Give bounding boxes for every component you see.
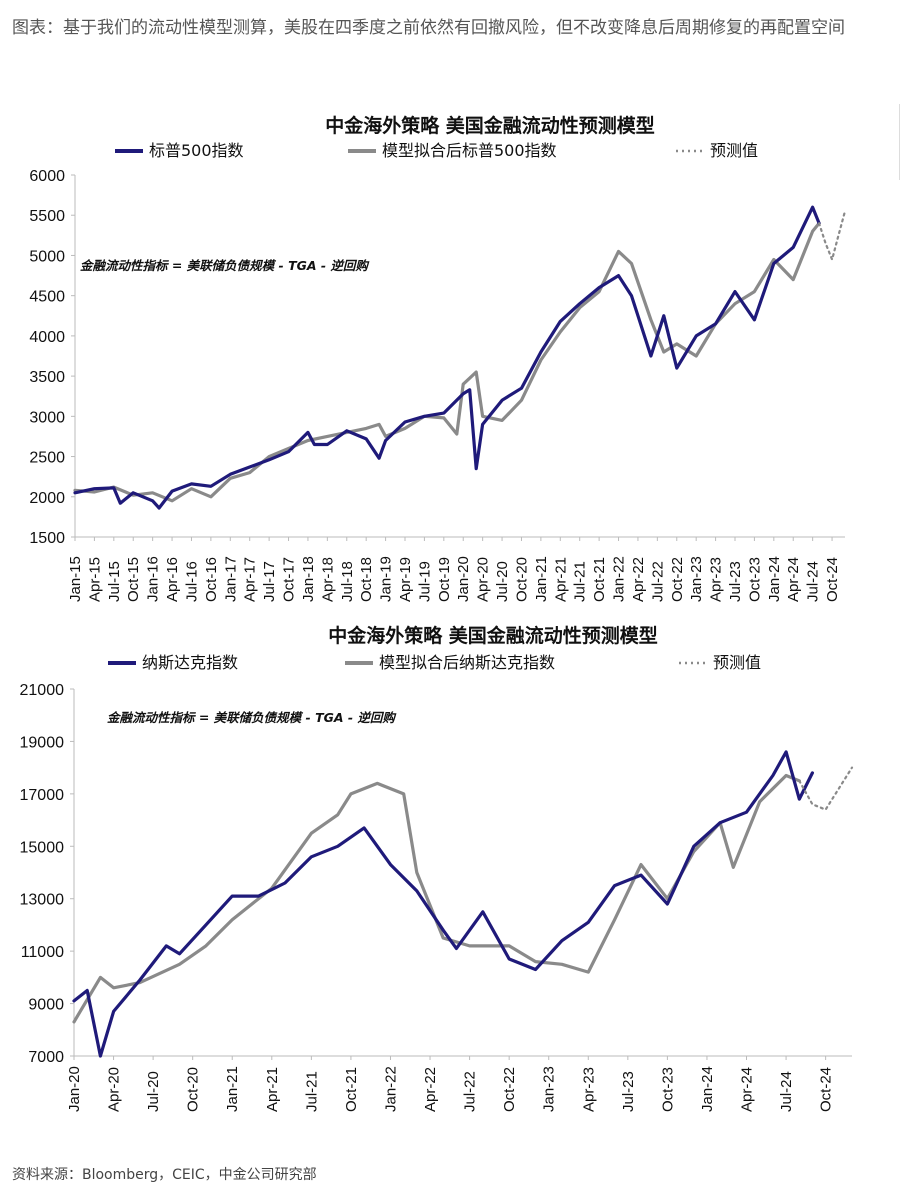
x-tick-label: Jul-17 <box>261 561 278 602</box>
y-tick-label: 4500 <box>29 289 65 306</box>
x-tick-label: Oct-22 <box>669 557 686 602</box>
y-tick-label: 19000 <box>20 734 65 751</box>
x-tick-label: Apr-23 <box>580 1067 597 1112</box>
x-tick-label: Apr-22 <box>422 1067 439 1112</box>
x-tick-label: Jan-17 <box>222 556 239 602</box>
chart-title: 中金海外策略 美国金融流动性预测模型 <box>325 114 655 137</box>
x-tick-label: Oct-23 <box>746 557 763 602</box>
legend-label-model: 模型拟合后纳斯达克指数 <box>379 653 555 672</box>
scrollbar[interactable] <box>899 104 904 180</box>
x-tick-label: Apr-19 <box>397 557 414 602</box>
y-tick-label: 2500 <box>29 450 65 467</box>
x-tick-label: Jan-21 <box>533 556 550 602</box>
x-tick-label: Jul-24 <box>805 561 822 602</box>
x-tick-label: Jan-23 <box>688 556 705 602</box>
y-tick-label: 17000 <box>20 787 65 804</box>
x-tick-label: Jan-22 <box>611 556 628 602</box>
x-tick-label: Jan-23 <box>541 1066 558 1112</box>
x-tick-label: Oct-23 <box>659 1067 676 1112</box>
x-tick-label: Oct-21 <box>591 557 608 602</box>
x-tick-label: Jul-22 <box>462 1071 479 1112</box>
x-tick-label: Jul-15 <box>106 561 123 602</box>
x-tick-label: Apr-24 <box>739 1067 756 1112</box>
x-tick-label: Oct-19 <box>436 557 453 602</box>
x-tick-label: Jan-20 <box>455 556 472 602</box>
y-tick-label: 4000 <box>29 329 65 346</box>
x-tick-label: Apr-17 <box>242 557 259 602</box>
y-tick-label: 13000 <box>20 892 65 909</box>
x-tick-label: Jul-23 <box>620 1071 637 1112</box>
x-tick-label: Apr-20 <box>475 557 492 602</box>
y-tick-label: 1500 <box>29 530 65 547</box>
legend-label-actual: 纳斯达克指数 <box>142 653 238 672</box>
series-line-actual <box>73 205 821 510</box>
x-tick-label: Jul-16 <box>183 561 200 602</box>
x-tick-label: Oct-18 <box>358 557 375 602</box>
source-note: 资料来源：Bloomberg，CEIC，中金公司研究部 <box>12 1167 317 1183</box>
x-tick-label: Oct-16 <box>203 557 220 602</box>
x-tick-label: Jul-20 <box>145 1071 162 1112</box>
x-tick-label: Jul-19 <box>416 561 433 602</box>
x-tick-label: Jan-18 <box>300 556 317 602</box>
x-tick-label: Jul-21 <box>303 1071 320 1112</box>
x-tick-label: Oct-24 <box>818 1067 835 1112</box>
x-tick-label: Oct-20 <box>185 1067 202 1112</box>
figure-caption: 图表：基于我们的流动性模型测算，美股在四季度之前依然有回撤风险，但不改变降息后周… <box>12 18 845 38</box>
series-line-forecast <box>817 210 847 261</box>
x-tick-label: Apr-21 <box>264 1067 281 1112</box>
x-tick-label: Jul-23 <box>727 561 744 602</box>
x-tick-label: Oct-21 <box>343 1067 360 1112</box>
x-tick-label: Apr-16 <box>164 557 181 602</box>
series-line-actual <box>72 750 815 1058</box>
x-tick-label: Apr-23 <box>708 557 725 602</box>
y-tick-label: 3500 <box>29 369 65 386</box>
x-tick-label: Jul-22 <box>649 561 666 602</box>
y-tick-label: 3000 <box>29 409 65 426</box>
x-tick-label: Jan-24 <box>766 556 783 602</box>
x-tick-label: Oct-20 <box>513 557 530 602</box>
y-tick-label: 11000 <box>21 944 64 961</box>
x-tick-label: Apr-24 <box>785 557 802 602</box>
x-tick-label: Jul-21 <box>572 561 589 602</box>
x-tick-label: Jan-22 <box>382 1066 399 1112</box>
x-tick-label: Jan-15 <box>67 556 84 602</box>
x-tick-label: Oct-22 <box>501 1067 518 1112</box>
x-tick-label: Oct-24 <box>824 557 841 602</box>
x-tick-label: Apr-18 <box>319 557 336 602</box>
x-tick-label: Jan-24 <box>699 1066 716 1112</box>
legend-label-forecast: 预测值 <box>710 141 758 160</box>
y-tick-label: 21000 <box>20 682 65 699</box>
x-tick-label: Jan-16 <box>145 556 162 602</box>
x-tick-label: Jan-19 <box>378 556 395 602</box>
series-line-forecast <box>798 766 854 811</box>
x-tick-label: Oct-15 <box>125 557 142 602</box>
legend-label-model: 模型拟合后标普500指数 <box>382 141 557 160</box>
chart-title: 中金海外策略 美国金融流动性预测模型 <box>328 624 658 647</box>
series-line-model <box>73 221 821 503</box>
series-line-model <box>72 773 801 1024</box>
x-tick-label: Apr-20 <box>106 1067 123 1112</box>
y-tick-label: 5500 <box>29 208 65 225</box>
y-tick-label: 6000 <box>29 168 65 185</box>
legend-label-forecast: 预测值 <box>713 653 761 672</box>
x-tick-label: Jan-21 <box>224 1066 241 1112</box>
x-tick-label: Apr-21 <box>552 557 569 602</box>
x-tick-label: Jul-18 <box>339 561 356 602</box>
y-tick-label: 7000 <box>28 1049 64 1066</box>
x-tick-label: Jan-20 <box>66 1066 83 1112</box>
x-tick-label: Jul-20 <box>494 561 511 602</box>
chart-annotation: 金融流动性指标 = 美联储负债规模 - TGA - 逆回购 <box>107 710 397 725</box>
x-tick-label: Apr-22 <box>630 557 647 602</box>
chart-annotation: 金融流动性指标 = 美联储负债规模 - TGA - 逆回购 <box>80 258 370 273</box>
x-tick-label: Oct-17 <box>281 557 298 602</box>
y-tick-label: 15000 <box>20 839 65 856</box>
x-tick-label: Jul-24 <box>778 1071 795 1112</box>
x-tick-label: Apr-15 <box>86 557 103 602</box>
y-tick-label: 2000 <box>29 490 65 507</box>
legend-label-actual: 标普500指数 <box>149 141 244 160</box>
y-tick-label: 5000 <box>29 248 65 265</box>
y-tick-label: 9000 <box>28 997 64 1014</box>
